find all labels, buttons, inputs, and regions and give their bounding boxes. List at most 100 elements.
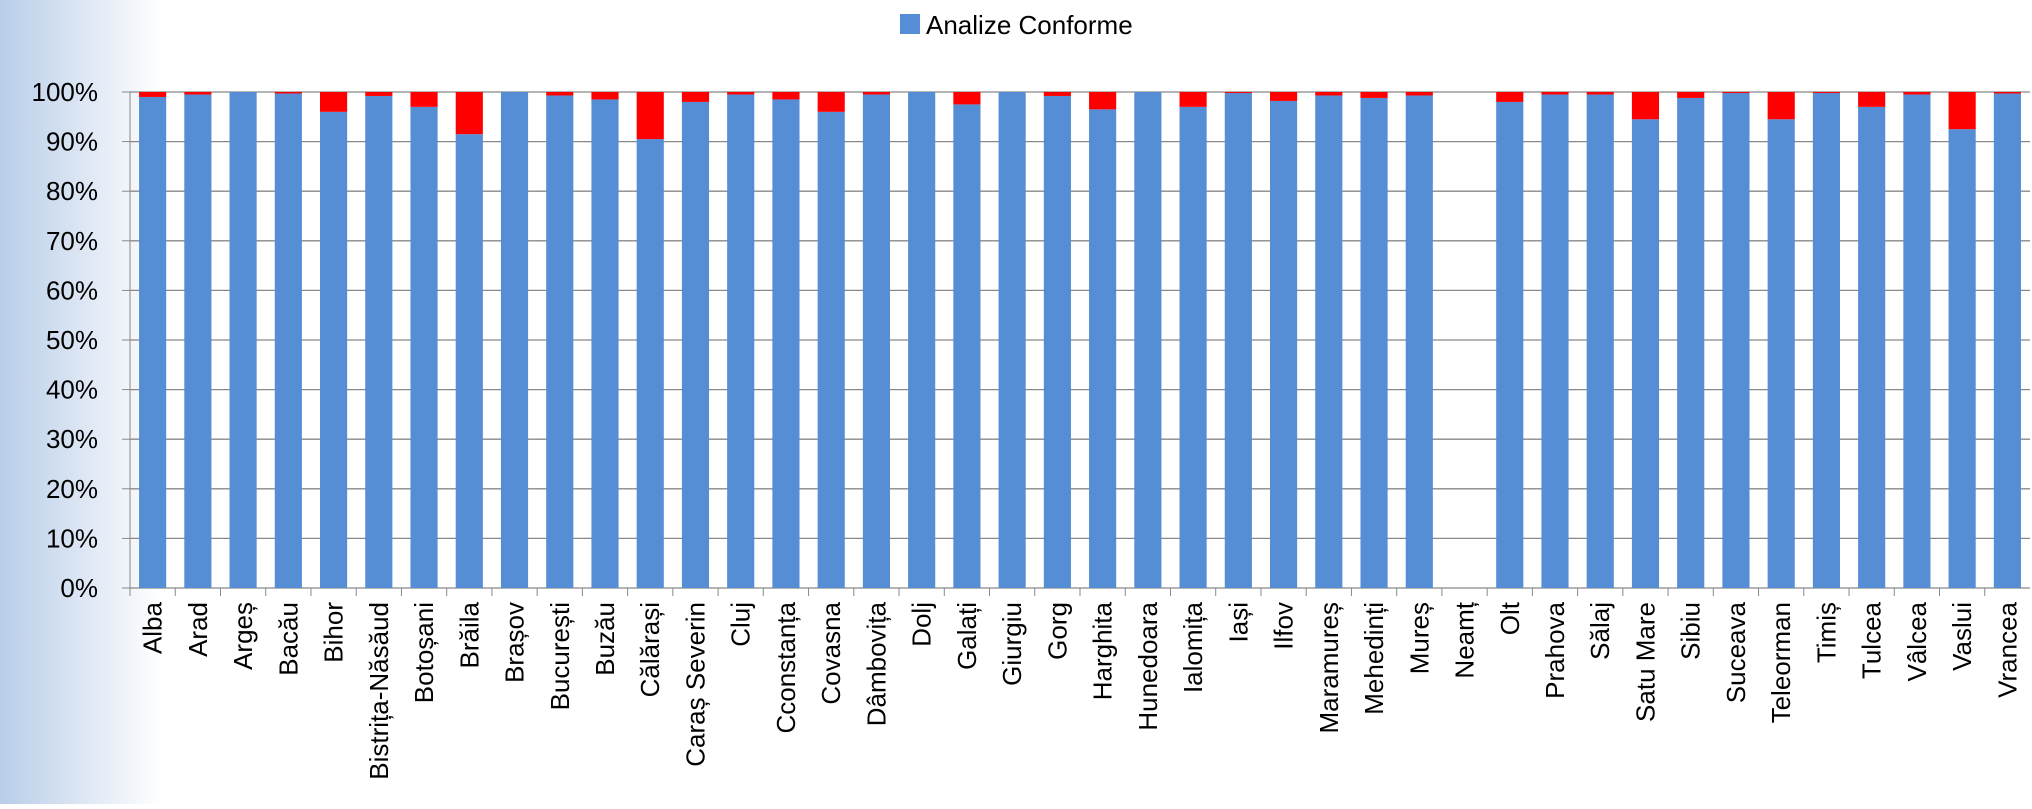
bar-segment: [1767, 92, 1795, 120]
x-tick-label: Galați: [952, 602, 982, 670]
bar-segment: [1903, 94, 1931, 588]
x-tick-label: Dolj: [907, 602, 937, 647]
bar-segment: [862, 92, 890, 95]
bar-segment: [1993, 92, 2021, 94]
legend-label: Analize Conforme: [926, 10, 1133, 40]
bar-segment: [681, 92, 710, 102]
bar-segment: [1812, 92, 1840, 93]
bar-segment: [1043, 95, 1071, 588]
bar-segment: [229, 92, 257, 588]
bar-segment: [1043, 92, 1071, 96]
bar-segment: [1722, 92, 1750, 588]
x-tick-label: Satu Mare: [1630, 602, 1660, 722]
bar-segment: [139, 92, 167, 97]
bar-segment: [1179, 92, 1207, 107]
bar-segment: [772, 92, 800, 100]
x-tick-label: Harghita: [1088, 601, 1118, 700]
bar-segment: [1541, 92, 1569, 95]
bar-segment: [862, 94, 890, 588]
bar-segment: [1586, 94, 1614, 588]
y-tick-label: 60%: [46, 275, 98, 305]
x-tick-label: Alba: [138, 601, 168, 654]
x-tick-label: Bistrița-Năsăud: [364, 602, 394, 780]
bar-segment: [1360, 97, 1388, 589]
y-tick-label: 90%: [46, 127, 98, 157]
x-tick-label: Neamț: [1450, 601, 1480, 678]
bar-segment: [410, 106, 438, 588]
bar-segment: [772, 99, 800, 588]
x-tick-label: Sălaj: [1585, 602, 1615, 660]
bar-segment: [1496, 101, 1524, 589]
bar-segment: [546, 92, 574, 96]
bar-segment: [727, 92, 755, 95]
y-tick-label: 100%: [32, 77, 99, 107]
x-tick-label: Buzău: [590, 602, 620, 676]
x-tick-label: Iași: [1223, 602, 1253, 642]
x-tick-label: Argeș: [228, 602, 258, 670]
bar-segment: [184, 94, 212, 588]
bar-segment: [1224, 92, 1252, 93]
x-tick-label: Ilfov: [1269, 602, 1299, 650]
bar-segment: [636, 92, 664, 140]
x-tick-label: Arad: [183, 602, 213, 657]
bar-segment: [1631, 119, 1660, 588]
x-tick-label: Vrancea: [1992, 601, 2022, 697]
x-tick-label: Timiș: [1811, 602, 1841, 663]
bar-segment: [1089, 109, 1117, 589]
bar-segment: [1315, 92, 1343, 96]
bar-segment: [1586, 92, 1614, 95]
bar-segment: [1722, 92, 1750, 93]
bar-segment: [139, 96, 167, 589]
bar-segment: [817, 111, 845, 588]
bar-segment: [1179, 106, 1207, 588]
x-tick-label: Caraș Severin: [680, 602, 710, 767]
bar-segment: [681, 101, 710, 589]
x-tick-label: Ialomița: [1178, 601, 1208, 693]
x-tick-label: Teleorman: [1766, 602, 1796, 723]
x-tick-label: București: [545, 602, 575, 710]
x-tick-label: Mehedinți: [1359, 602, 1389, 715]
bar-segment: [455, 134, 483, 588]
bar-segment: [1858, 106, 1886, 588]
x-tick-label: Bacău: [273, 602, 303, 676]
bar-segment: [365, 95, 393, 588]
x-tick-label: Bihor: [319, 602, 349, 663]
bar-segment: [1767, 119, 1795, 588]
x-tick-label: Sibiu: [1676, 602, 1706, 660]
bar-segment: [953, 104, 981, 589]
bar-segment: [817, 92, 845, 112]
legend-swatch: [900, 14, 920, 34]
bar-segment: [1496, 92, 1524, 102]
bar-segment: [1270, 100, 1298, 588]
x-tick-label: Vaslui: [1947, 602, 1977, 671]
bar-segment: [636, 139, 664, 588]
bar-segment: [1270, 92, 1298, 101]
x-tick-label: Cconstanța: [771, 601, 801, 733]
bar-segment: [1360, 92, 1388, 98]
x-tick-label: Giurgiu: [997, 602, 1027, 686]
x-tick-label: Gorg: [1042, 602, 1072, 660]
bar-segment: [274, 93, 302, 588]
x-tick-label: Cluj: [726, 602, 756, 647]
bar-segment: [591, 99, 619, 588]
bar-segment: [365, 92, 393, 96]
bar-segment: [1677, 92, 1705, 98]
y-tick-label: 0%: [60, 573, 98, 603]
bar-segment: [184, 92, 212, 95]
bar-segment: [274, 92, 302, 94]
x-tick-label: Suceava: [1721, 601, 1751, 703]
bar-segment: [953, 92, 981, 105]
bar-segment: [320, 111, 348, 588]
x-tick-label: Brăila: [454, 601, 484, 668]
y-tick-label: 80%: [46, 176, 98, 206]
x-tick-label: Dâmbovița: [861, 601, 891, 726]
x-tick-label: Hunedoara: [1133, 601, 1163, 730]
bar-segment: [1541, 94, 1569, 588]
bar-segment: [1631, 92, 1660, 120]
bar-segment: [1948, 129, 1976, 588]
bar-segment: [410, 92, 438, 107]
bar-segment: [1948, 92, 1976, 130]
bar-segment: [320, 92, 348, 112]
bar-segment: [1089, 92, 1117, 110]
